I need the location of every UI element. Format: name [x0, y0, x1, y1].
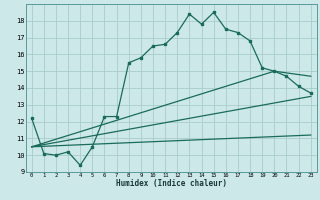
X-axis label: Humidex (Indice chaleur): Humidex (Indice chaleur)	[116, 179, 227, 188]
